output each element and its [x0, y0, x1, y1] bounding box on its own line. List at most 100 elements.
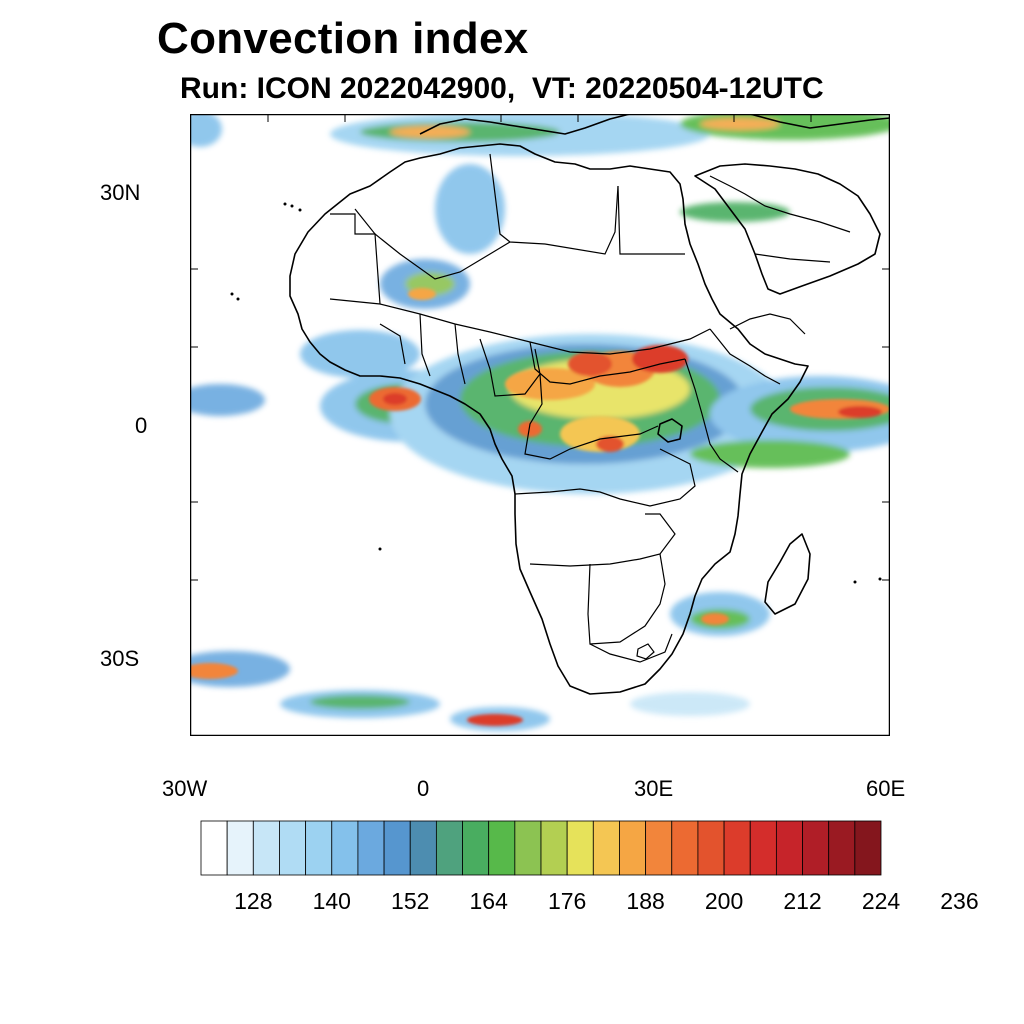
colorbar-label: 236	[940, 888, 979, 914]
country-borders	[329, 153, 851, 663]
chart-title: Convection index	[157, 14, 529, 63]
lon-label-30e: 30E	[634, 776, 674, 801]
field-sa-band-green	[310, 695, 410, 709]
colorbar-label: 200	[704, 888, 744, 914]
speck-stbrendan	[378, 547, 382, 551]
field-se-band	[630, 692, 750, 716]
field-guinea-core	[383, 393, 407, 405]
lake-victoria	[657, 418, 683, 443]
field-car-red	[568, 352, 612, 376]
colorbar-swatch	[619, 820, 647, 876]
colorbar-swatch	[488, 820, 516, 876]
colorbar-label: 128	[234, 888, 273, 914]
lat-label-30n: 30N	[100, 180, 141, 205]
colorbar-swatch	[226, 820, 254, 876]
africa-coastline	[289, 143, 809, 695]
colorbar-swatch	[200, 820, 228, 876]
colorbar-swatch	[462, 820, 490, 876]
border-sahara-mid	[489, 153, 619, 255]
map-panel	[190, 114, 890, 736]
lon-label-0: 0	[417, 776, 430, 801]
colorbar-swatch	[252, 820, 280, 876]
colorbar-swatch	[331, 820, 359, 876]
colorbar-label: 164	[469, 888, 508, 914]
field-arabia-streak	[680, 202, 790, 222]
speck-mascarene-1	[853, 580, 857, 584]
border-southern-b	[587, 553, 666, 645]
lon-label-30w: 30W	[162, 776, 208, 801]
border-westafrica	[379, 313, 466, 385]
speck-mascarene-2	[878, 577, 882, 581]
field-io-lower	[690, 440, 850, 468]
colorbar-swatch	[279, 820, 307, 876]
field-sw-orange	[190, 663, 238, 679]
colorbar-swatch	[828, 820, 856, 876]
colorbar-swatch	[383, 820, 411, 876]
colorbar-swatch	[645, 820, 673, 876]
colorbar-swatch	[749, 820, 777, 876]
border-central-a	[529, 341, 686, 385]
border-southern-a	[529, 513, 676, 567]
field-med-hot	[390, 126, 470, 138]
field-gabon-red	[518, 421, 542, 437]
colorbar-swatch	[357, 820, 385, 876]
border-mauritania	[330, 213, 381, 305]
map-frame	[190, 114, 890, 736]
speck-canaries-2	[290, 204, 294, 208]
field-cape-red	[467, 714, 523, 726]
convection-field	[190, 114, 890, 731]
europe-coastline-east	[749, 114, 890, 129]
colorbar-swatch	[305, 820, 333, 876]
lon-label-60e: 60E	[866, 776, 906, 801]
border-arabia	[709, 175, 851, 263]
border-sa	[589, 633, 673, 663]
speck-capeverde-2	[236, 297, 240, 301]
field-ne-hot	[700, 118, 780, 130]
colorbar-swatch	[854, 820, 882, 876]
field-congo-red	[596, 436, 624, 452]
colorbar-label: 212	[783, 888, 822, 914]
field-atlantic-west	[190, 384, 265, 416]
colorbar-swatch	[592, 820, 620, 876]
field-westafrica-coast	[300, 330, 420, 378]
field-nw-corner	[190, 114, 222, 147]
speck-capeverde-1	[230, 292, 234, 296]
field-nwafrica-plume	[435, 164, 505, 254]
colorbar	[200, 820, 882, 876]
colorbar-swatch	[802, 820, 830, 876]
field-westafrica-orange	[408, 288, 436, 300]
europe-coastline	[419, 114, 631, 135]
field-southsudan-red	[632, 345, 688, 373]
colorbar-swatch	[540, 820, 568, 876]
colorbar-label: 224	[861, 888, 901, 914]
colorbar-label: 140	[312, 888, 351, 914]
map-svg	[190, 114, 890, 736]
border-congo-south	[514, 448, 696, 507]
lesotho	[636, 643, 655, 660]
colorbar-label: 176	[547, 888, 587, 914]
border-nigeria	[479, 338, 541, 397]
colorbar-swatch	[671, 820, 699, 876]
border-egypt-sudan	[617, 185, 685, 255]
lat-label-30s: 30S	[100, 646, 140, 671]
island-specks	[230, 202, 882, 584]
arabia-coastline	[694, 163, 881, 295]
colorbar-swatch	[723, 820, 751, 876]
border-central-b	[524, 373, 659, 460]
speck-canaries-1	[283, 202, 287, 206]
field-central-orange-w	[505, 368, 595, 400]
colorbar-swatch	[566, 820, 594, 876]
colorbar-swatch	[514, 820, 542, 876]
coastlines	[289, 114, 890, 695]
colorbar-swatch	[697, 820, 725, 876]
minor-ticks	[190, 114, 890, 581]
colorbar-swatch	[775, 820, 803, 876]
lat-label-0: 0	[135, 413, 148, 438]
field-io-red	[838, 406, 882, 418]
colorbar-swatch	[435, 820, 463, 876]
speck-canaries-3	[298, 208, 302, 212]
field-mozambique-orange	[701, 613, 729, 625]
colorbar-swatch	[409, 820, 437, 876]
border-hornafrica	[729, 313, 806, 335]
chart-subtitle: Run: ICON 2022042900, VT: 20220504-12UTC	[180, 72, 824, 105]
